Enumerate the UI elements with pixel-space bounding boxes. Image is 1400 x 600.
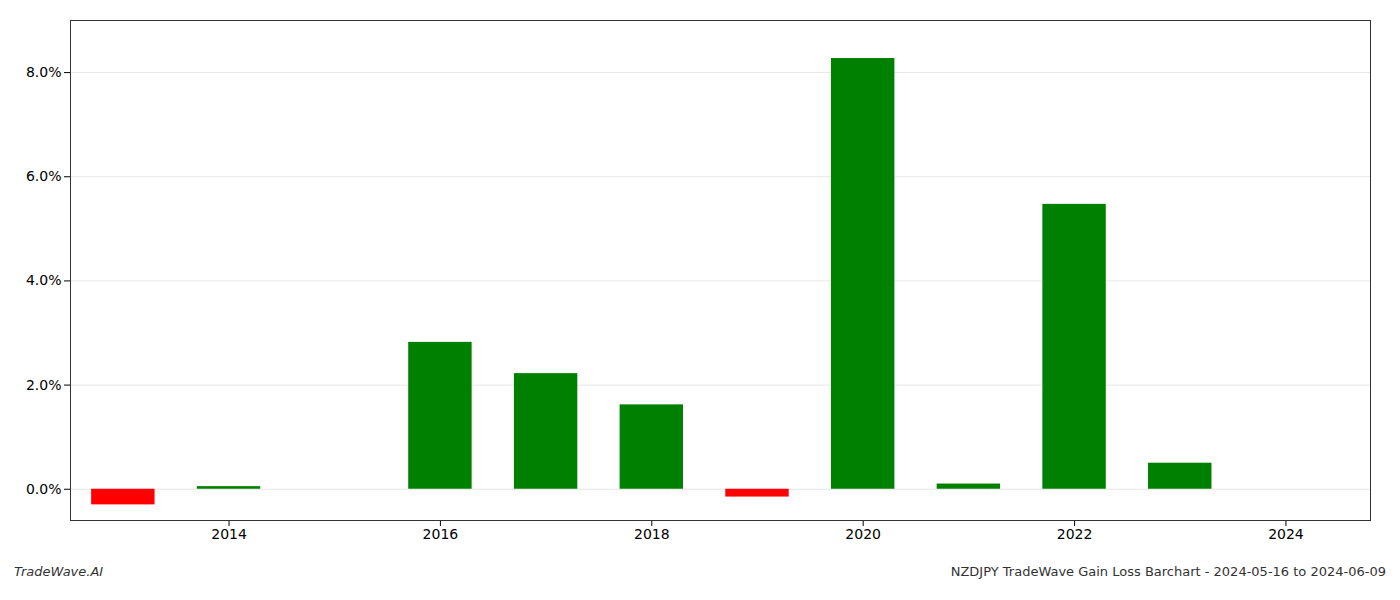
svg-text:4.0%: 4.0% xyxy=(26,272,62,288)
html-text:TradeWave.AI: TradeWave.AI xyxy=(14,564,104,579)
svg-text:2.0%: 2.0% xyxy=(26,377,62,393)
svg-text:2024: 2024 xyxy=(1268,526,1304,542)
svg-text:2022: 2022 xyxy=(1057,526,1093,542)
svg-text:8.0%: 8.0% xyxy=(26,64,62,80)
html-text:NZDJPY TradeWave Gain Loss Bar: NZDJPY TradeWave Gain Loss Barchart - 20… xyxy=(950,564,1386,579)
svg-text:6.0%: 6.0% xyxy=(26,168,62,184)
svg-text:0.0%: 0.0% xyxy=(26,481,62,497)
svg-text:2018: 2018 xyxy=(634,526,670,542)
svg-text:2020: 2020 xyxy=(845,526,881,542)
svg-text:2016: 2016 xyxy=(423,526,459,542)
svg-text:2014: 2014 xyxy=(211,526,247,542)
